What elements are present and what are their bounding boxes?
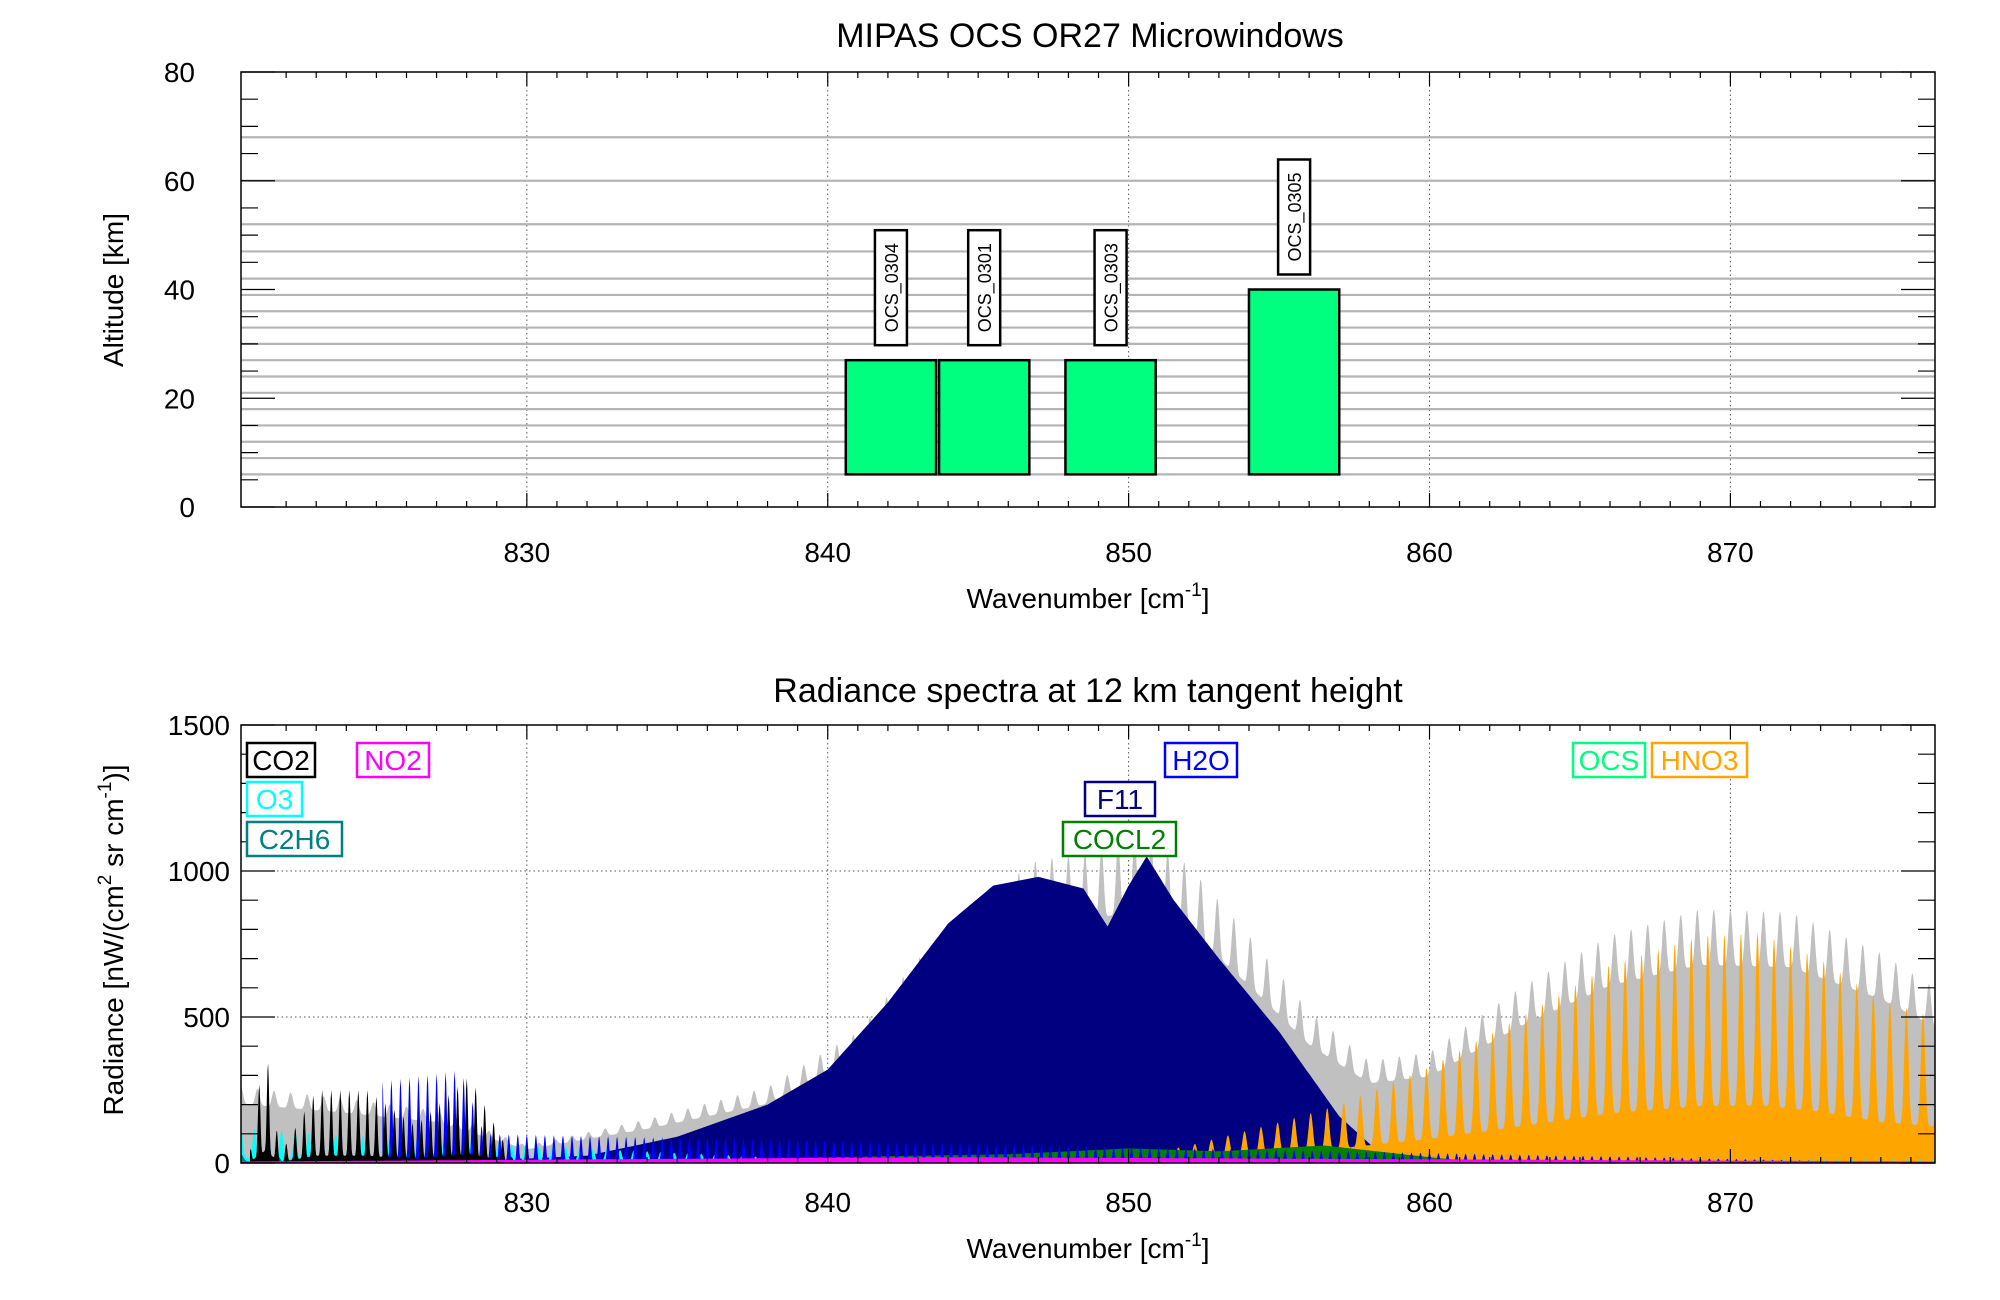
legend-box: [1650, 741, 1749, 779]
microwindows-title: MIPAS OCS OR27 Microwindows: [836, 17, 1344, 55]
microwindows-panel: MIPAS OCS OR27 Microwindows OCS_0304 OCS_…: [98, 17, 1936, 614]
microwindows-x-tick-labels: 830 840 850 860 870: [503, 537, 1753, 568]
radiance-ticks: [241, 724, 1935, 1164]
x-tick-label: 830: [503, 1187, 550, 1218]
series-no2: [241, 1157, 1935, 1163]
series-h2o: [382, 1070, 1935, 1163]
x-tick-label: 860: [1406, 537, 1453, 568]
legend-label: H2O: [1172, 745, 1230, 776]
legend-label: F11: [1097, 784, 1143, 815]
microwindow-bar: [937, 358, 1031, 476]
radiance-panel: Radiance spectra at 12 km tangent height…: [95, 672, 1936, 1264]
legend-box: [1163, 741, 1239, 779]
x-tick-label: 840: [804, 537, 851, 568]
microwindows-grid: [526, 72, 1731, 507]
microwindow-label: OCS_0301: [975, 243, 996, 332]
legend-box: [1061, 820, 1178, 858]
legend-label: NO2: [364, 745, 422, 776]
legend-box: [1083, 780, 1157, 818]
series-f11: [496, 856, 1430, 1163]
microwindow-label-box: [1093, 228, 1128, 347]
legend-label: CO2: [252, 745, 310, 776]
x-tick-label: 850: [1105, 537, 1152, 568]
radiance-x-tick-labels: 830 840 850 860 870: [503, 1187, 1753, 1218]
radiance-title: Radiance spectra at 12 km tangent height: [773, 672, 1403, 710]
legend-label: HNO3: [1661, 745, 1739, 776]
x-tick-label: 870: [1707, 537, 1754, 568]
radiance-y-tick-labels: 0 500 1000 1500: [168, 710, 230, 1179]
y-tick-label: 80: [164, 57, 195, 88]
microwindow-bar: [1064, 358, 1157, 476]
y-tick-label: 500: [183, 1002, 230, 1033]
microwindow-label-box: [966, 228, 1002, 347]
series-co2: [250, 1063, 557, 1163]
y-tick-label: 1500: [168, 710, 230, 741]
legend-label: O3: [256, 784, 293, 815]
microwindow-label: OCS_0303: [1102, 243, 1123, 332]
microwindows-ticks: [241, 71, 1935, 508]
radiance-plot-frame: [240, 724, 1936, 1164]
y-tick-label: 20: [164, 383, 195, 414]
legend-label: COCL2: [1073, 824, 1166, 855]
y-tick-label: 60: [164, 166, 195, 197]
x-tick-label: 850: [1105, 1187, 1152, 1218]
tangent-altitude-lines: [241, 136, 1935, 476]
y-tick-label: 1000: [168, 856, 230, 887]
y-tick-label: 40: [164, 275, 195, 306]
microwindow-bar: [844, 358, 938, 476]
legend-box: [245, 780, 304, 818]
legend-box: [1571, 741, 1647, 779]
radiance-legend: CO2 NO2 O3 C2H6 H2O F11 COCL2 OCS HNO3: [245, 741, 1749, 858]
microwindows-x-axis-label: Wavenumber [cm-1]: [966, 580, 1209, 614]
legend-box: [355, 741, 431, 779]
legend-box: [245, 741, 317, 779]
microwindow-label-box: [873, 228, 909, 347]
microwindows-y-axis-label: Altitude [km]: [98, 213, 129, 367]
microwindows-y-tick-labels: 0 20 40 60 80: [164, 57, 195, 523]
x-tick-label: 840: [804, 1187, 851, 1218]
microwindow-label: OCS_0305: [1285, 172, 1306, 261]
radiance-x-axis-label: Wavenumber [cm-1]: [966, 1230, 1209, 1264]
x-tick-label: 830: [503, 537, 550, 568]
series-hno3: [1128, 932, 1935, 1163]
microwindow-label-box: [1276, 158, 1312, 276]
y-tick-label: 0: [179, 492, 195, 523]
radiance-y-axis-label: Radiance [nW/(cm2 sr cm-1)]: [95, 764, 129, 1115]
microwindow-bar: [1247, 288, 1341, 476]
legend-label: OCS: [1579, 745, 1640, 776]
x-tick-label: 860: [1406, 1187, 1453, 1218]
microwindow-label: OCS_0304: [882, 243, 903, 332]
y-tick-label: 0: [214, 1148, 230, 1179]
legend-box: [245, 820, 344, 858]
legend-label: C2H6: [259, 824, 331, 855]
radiance-series: [241, 838, 1935, 1163]
microwindow-bars: OCS_0304 OCS_0301 OCS_0303 OCS_0305: [844, 158, 1341, 476]
x-tick-label: 870: [1707, 1187, 1754, 1218]
